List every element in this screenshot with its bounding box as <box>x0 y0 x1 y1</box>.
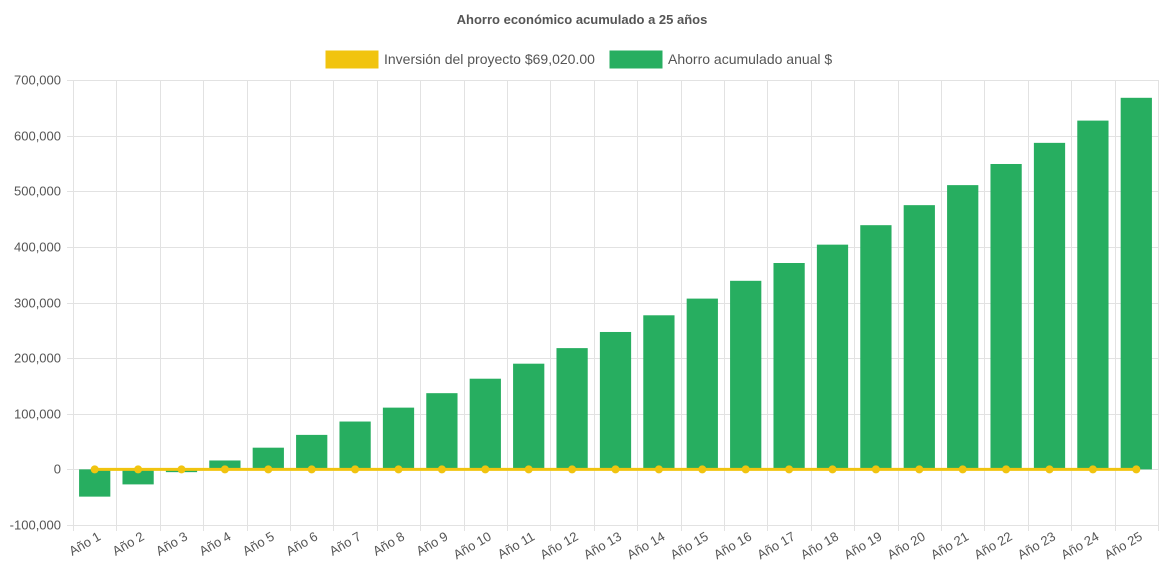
x-tick-label: Año 13 <box>581 529 624 563</box>
x-tick-label: Año 18 <box>798 529 841 563</box>
line-point[interactable] <box>524 465 533 474</box>
line-point[interactable] <box>828 465 837 474</box>
legend-swatch-inversion <box>325 50 379 69</box>
x-tick-label: Año 6 <box>283 529 320 559</box>
bar[interactable] <box>643 315 675 470</box>
line-point[interactable] <box>177 465 186 474</box>
x-tick-label: Año 25 <box>1102 529 1145 563</box>
x-tick-label: Año 24 <box>1058 529 1101 563</box>
bar[interactable] <box>599 331 632 470</box>
line-point[interactable] <box>437 465 446 474</box>
x-tick-label: Año 21 <box>928 529 971 563</box>
x-tick-label: Año 9 <box>413 529 450 559</box>
line-point[interactable] <box>90 465 99 474</box>
bar[interactable] <box>469 378 501 470</box>
line-point[interactable] <box>220 465 229 474</box>
line-series <box>90 465 1141 474</box>
chart-title: Ahorro económico acumulado a 25 años <box>457 12 708 27</box>
bar[interactable] <box>860 225 892 470</box>
x-tick-label: Año 19 <box>841 529 884 563</box>
grid <box>67 80 1159 531</box>
line-point[interactable] <box>871 465 880 474</box>
bar[interactable] <box>773 263 805 470</box>
line-point[interactable] <box>134 465 143 474</box>
bar[interactable] <box>1077 120 1109 470</box>
line-point[interactable] <box>698 465 707 474</box>
legend-label-ahorro: Ahorro acumulado anual $ <box>668 51 832 67</box>
y-tick-label: -100,000 <box>10 518 61 533</box>
line-point[interactable] <box>1132 465 1141 474</box>
bar[interactable] <box>252 447 284 470</box>
bar[interactable] <box>1120 97 1152 470</box>
legend: Inversión del proyecto $69,020.00 Ahorro… <box>325 50 832 69</box>
y-tick-label: 500,000 <box>14 184 61 199</box>
line-point[interactable] <box>958 465 967 474</box>
bar[interactable] <box>903 205 935 470</box>
x-axis-ticks: Año 1 Año 2 Año 3 Año 4 Año 5 Año 6 Año 7 Año 8… <box>66 529 1145 563</box>
legend-item-inversion[interactable]: Inversión del proyecto $69,020.00 <box>325 50 595 69</box>
line-point[interactable] <box>394 465 403 474</box>
x-tick-label: Año 17 <box>754 529 797 563</box>
x-tick-label: Año 14 <box>624 529 667 563</box>
line-point[interactable] <box>741 465 750 474</box>
bar[interactable] <box>426 393 458 470</box>
bar[interactable] <box>513 363 545 470</box>
x-tick-label: Año 11 <box>495 529 537 562</box>
x-tick-label: Año 16 <box>711 529 754 563</box>
y-tick-label: 700,000 <box>14 73 61 88</box>
bar[interactable] <box>209 460 241 470</box>
line-point[interactable] <box>654 465 663 474</box>
y-tick-label: 300,000 <box>14 296 61 311</box>
bars-series <box>79 97 1152 497</box>
bar[interactable] <box>79 469 111 497</box>
line-point[interactable] <box>351 465 360 474</box>
x-tick-label: Año 8 <box>370 529 407 559</box>
bar[interactable] <box>122 469 154 485</box>
x-tick-label: Año 7 <box>327 529 364 559</box>
bar[interactable] <box>339 421 371 470</box>
y-tick-label: 600,000 <box>14 129 61 144</box>
x-tick-label: Año 4 <box>196 529 233 559</box>
line-point[interactable] <box>915 465 924 474</box>
bar[interactable] <box>296 434 328 470</box>
legend-label-inversion: Inversión del proyecto $69,020.00 <box>384 51 595 67</box>
line-point[interactable] <box>1045 465 1054 474</box>
line-point[interactable] <box>1002 465 1011 474</box>
x-tick-label: Año 12 <box>537 529 580 563</box>
bar[interactable] <box>816 244 849 470</box>
y-axis-ticks: -100,000 0 100,000 200,000 300,000 400,000 500… <box>10 73 61 533</box>
y-tick-label: 100,000 <box>14 407 61 422</box>
x-tick-label: Año 3 <box>153 529 190 559</box>
x-tick-label: Año 10 <box>451 529 494 563</box>
bar[interactable] <box>730 280 762 470</box>
bar[interactable] <box>990 163 1022 470</box>
bar[interactable] <box>947 185 979 470</box>
line-point[interactable] <box>568 465 577 474</box>
y-tick-label: 0 <box>54 462 61 477</box>
bar[interactable] <box>382 407 415 470</box>
x-tick-label: Año 5 <box>240 529 277 559</box>
line-point[interactable] <box>264 465 273 474</box>
line-point[interactable] <box>307 465 316 474</box>
x-tick-label: Año 1 <box>66 529 103 559</box>
legend-swatch-ahorro <box>609 50 663 69</box>
x-tick-label: Año 22 <box>971 529 1014 563</box>
x-tick-label: Año 15 <box>668 529 711 563</box>
bar[interactable] <box>686 298 718 470</box>
legend-item-ahorro[interactable]: Ahorro acumulado anual $ <box>609 50 832 69</box>
line-point[interactable] <box>611 465 620 474</box>
y-tick-label: 400,000 <box>14 240 61 255</box>
x-tick-label: Año 20 <box>885 529 928 563</box>
bar[interactable] <box>556 348 588 470</box>
bar[interactable] <box>1033 142 1066 470</box>
line-point[interactable] <box>785 465 794 474</box>
x-tick-label: Año 23 <box>1015 529 1058 563</box>
y-tick-label: 200,000 <box>14 351 61 366</box>
line-point[interactable] <box>481 465 490 474</box>
x-tick-label: Año 2 <box>110 529 147 559</box>
line-point[interactable] <box>1088 465 1097 474</box>
